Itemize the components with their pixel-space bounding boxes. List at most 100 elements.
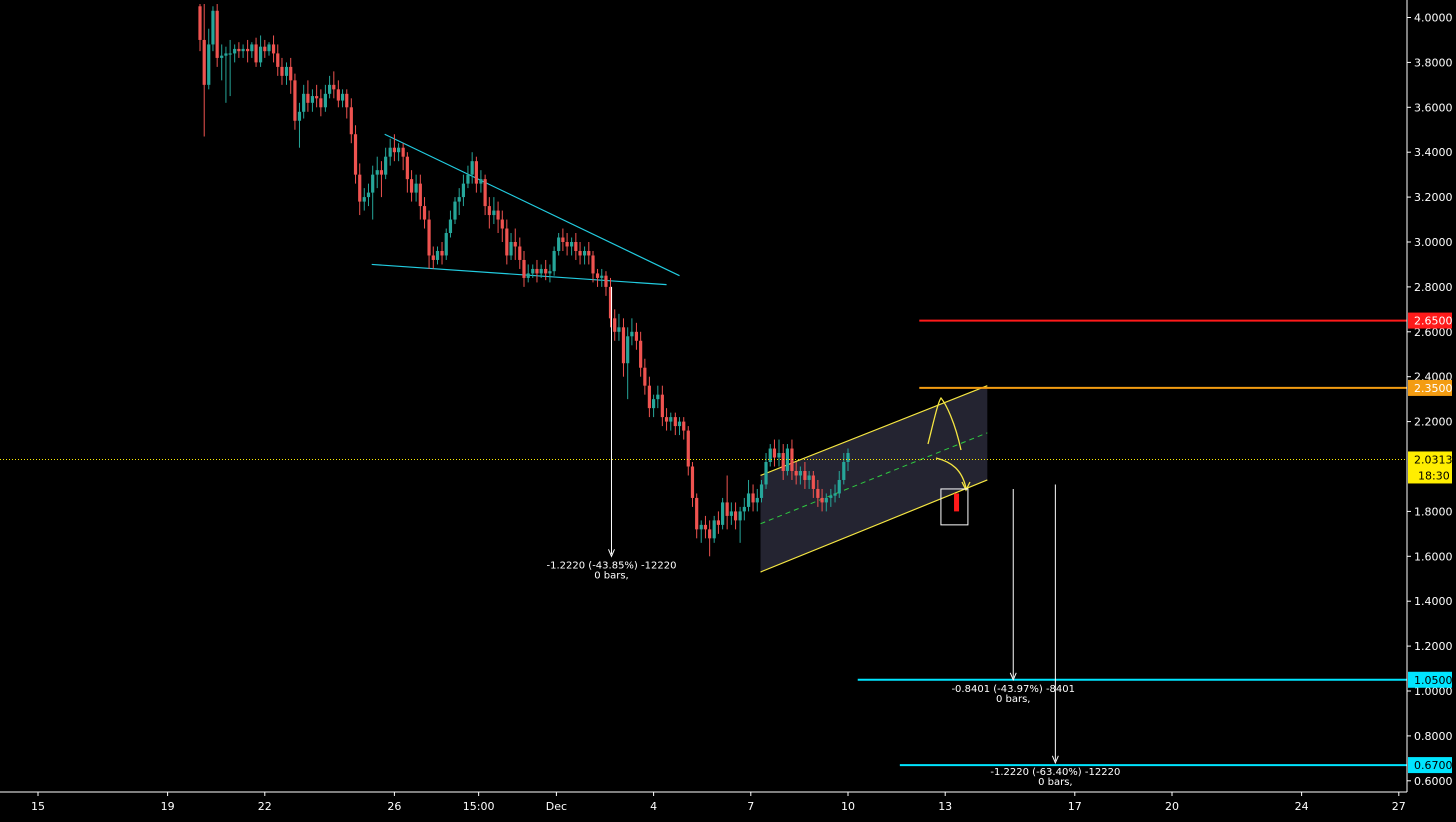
candle-body <box>691 467 694 498</box>
candle-body <box>587 251 590 255</box>
countdown-badge-text: 18:30 <box>1418 469 1450 482</box>
candle-body <box>358 175 361 202</box>
candle-body <box>639 341 642 368</box>
candle-body <box>777 453 780 457</box>
candle-body <box>682 422 685 431</box>
candle-body <box>423 206 426 219</box>
price-tick-label: 4.0000 <box>1414 12 1453 25</box>
candle-body <box>393 148 396 152</box>
candle-body <box>263 47 266 51</box>
candle-body <box>739 511 742 520</box>
candle-body <box>527 273 530 277</box>
candle-body <box>509 242 512 255</box>
candle-body <box>617 327 620 331</box>
candle <box>216 4 219 67</box>
candle-body <box>665 417 668 421</box>
candle-body <box>203 40 206 85</box>
price-tick-label: 0.8000 <box>1414 730 1453 743</box>
candle-body <box>591 255 594 273</box>
candle-body <box>298 112 301 121</box>
candle-body <box>652 399 655 408</box>
candle-body <box>293 80 296 120</box>
price-tick-label: 3.6000 <box>1414 101 1453 114</box>
candle-body <box>371 175 374 193</box>
price-tick-label: 3.8000 <box>1414 56 1453 69</box>
candle <box>211 6 214 51</box>
candle <box>721 498 724 529</box>
candle-body <box>535 269 538 273</box>
candle-body <box>656 395 659 399</box>
candle-body <box>415 184 418 193</box>
candle-body <box>553 251 556 271</box>
candle-body <box>246 49 249 51</box>
price-tick-label: 0.6000 <box>1414 775 1453 788</box>
candle-body <box>799 471 802 475</box>
measure-bars-label: 0 bars, <box>594 570 629 581</box>
candle-body <box>341 94 344 101</box>
cyan-level-2-badge-text: 0.6700 <box>1414 759 1453 772</box>
candle-body <box>730 511 733 515</box>
candle-body <box>700 525 703 529</box>
candle-body <box>363 197 366 201</box>
candle-body <box>501 220 504 229</box>
candle-body <box>289 67 292 80</box>
candle-body <box>367 193 370 197</box>
candle-body <box>678 422 681 426</box>
candle-body <box>445 233 448 255</box>
candle-body <box>760 484 763 497</box>
candle-body <box>237 49 240 51</box>
candle-body <box>596 273 599 277</box>
candle-body <box>669 417 672 421</box>
candle-body <box>540 269 543 273</box>
candle-body <box>561 238 564 242</box>
candle-body <box>531 269 534 273</box>
candle-body <box>773 449 776 458</box>
candle-body <box>432 255 435 259</box>
candle-body <box>518 246 521 259</box>
candle-body <box>492 211 495 215</box>
candle-body <box>402 148 405 157</box>
candle-body <box>397 148 400 152</box>
time-tick-label: 15 <box>31 800 45 813</box>
candle-body <box>803 471 806 480</box>
price-tick-label: 3.2000 <box>1414 191 1453 204</box>
candle-body <box>674 417 677 426</box>
candle-body <box>661 395 664 417</box>
candle-body <box>695 498 698 529</box>
candle-body <box>743 507 746 511</box>
candle-body <box>207 44 210 84</box>
candle-body <box>846 453 849 462</box>
candle-body <box>440 251 443 255</box>
candle-body <box>229 53 232 54</box>
candle-body <box>713 520 716 538</box>
candle-body <box>380 170 383 174</box>
price-tick-label: 2.8000 <box>1414 281 1453 294</box>
candle-body <box>267 44 270 51</box>
candle-body <box>419 184 422 206</box>
candle-body <box>756 498 759 502</box>
candle-body <box>751 493 754 502</box>
price-tick-label: 3.4000 <box>1414 146 1453 159</box>
candle-body <box>458 197 461 201</box>
candle-body <box>544 269 547 273</box>
candle-body <box>449 220 452 233</box>
candle-body <box>479 179 482 183</box>
candle-body <box>790 449 793 471</box>
time-tick-label: 24 <box>1295 800 1309 813</box>
candle-body <box>250 44 253 51</box>
price-tick-label: 3.0000 <box>1414 236 1453 249</box>
candle-body <box>812 475 815 488</box>
candle-body <box>276 53 279 66</box>
candle-body <box>475 161 478 183</box>
projected-candle <box>954 493 959 511</box>
time-tick-label: 26 <box>387 800 401 813</box>
time-tick-label: 4 <box>650 800 657 813</box>
last-price-badge-text: 2.0313 <box>1414 453 1453 466</box>
candle-body <box>782 453 785 471</box>
candle-body <box>328 85 331 94</box>
cyan-level-1-badge-text: 1.0500 <box>1414 674 1453 687</box>
candle-body <box>747 493 750 506</box>
candle-body <box>471 161 474 174</box>
